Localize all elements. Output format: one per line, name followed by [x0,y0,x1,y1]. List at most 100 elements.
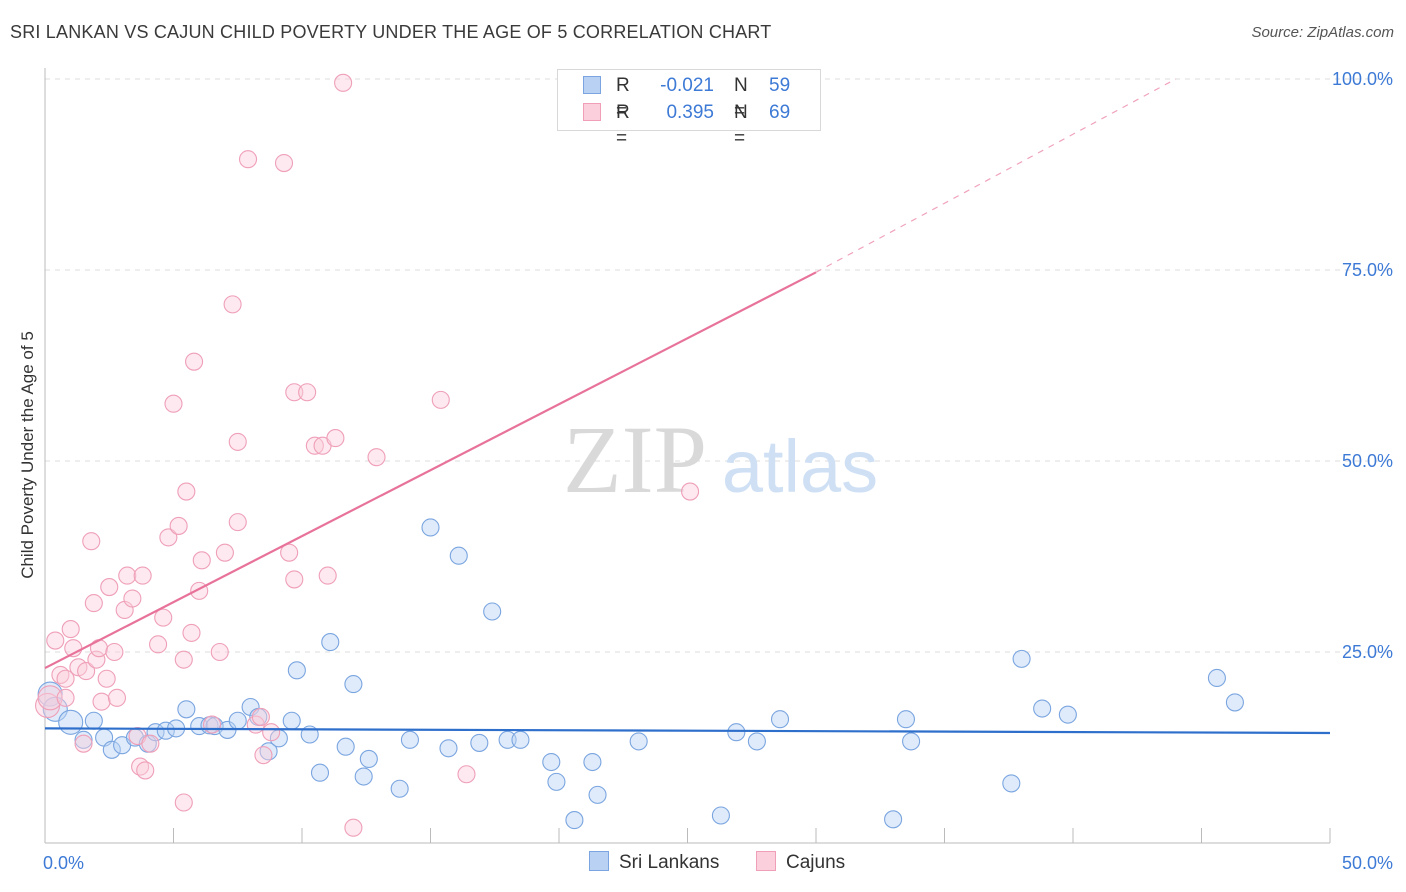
cajuns-point [182,623,201,642]
cajuns-point [215,543,234,562]
sri-lankans-point [102,740,121,759]
sri-lankans-point [565,811,584,830]
cajuns-point [228,432,247,451]
sri-lankans-point [1225,693,1244,712]
sri-lankans-point [884,810,903,829]
sri-lankans-point [547,772,566,791]
cajuns-point [97,669,116,688]
sri-lankans-point [400,730,419,749]
cajuns-point [92,692,111,711]
sri-lankans-point [542,752,561,772]
cajuns-point [87,650,106,669]
cajuns-point [344,818,363,837]
cajuns-point [192,551,211,570]
legend-n-label: N = [734,75,748,122]
sri-lankans-point [498,730,517,749]
cajuns-point [56,688,75,707]
sri-lankans-point [287,661,306,680]
sri-lankans-point [902,732,921,751]
cajuns-point [46,631,65,650]
cajuns-point [56,669,75,688]
cajuns-point [164,394,183,413]
cajuns-point [334,73,353,92]
cajuns-point [84,594,103,613]
x-tick-label: 50.0% [1342,853,1393,873]
sri-lankans-point [421,518,440,537]
cajuns-point [159,528,178,547]
sri-lankans-point [1207,668,1226,688]
cajuns-point [238,150,258,169]
cajuns-point [326,429,345,448]
legend-swatch-sri-lankans [589,851,609,871]
sri-lankans-point [747,732,766,751]
legend-swatch-cajuns [583,103,601,121]
sri-lankans-point [896,710,916,729]
cajuns-point [77,662,96,681]
cajuns-point [100,578,119,597]
sri-lankans-point [84,711,103,730]
cajuns-point [123,589,142,608]
cajuns-point [82,532,101,551]
cajuns-point [262,723,281,742]
cajuns-point [61,620,80,639]
cajuns-point [154,608,173,627]
sri-lankans-point [1033,699,1052,718]
legend-r-value: 0.395 [666,102,714,123]
sri-lankans-point [321,633,340,652]
legend-item-cajuns: Cajuns [756,851,845,874]
sri-lankans-point [629,732,648,751]
cajuns-point [457,765,476,784]
sri-lankans-trend-line [44,727,1331,735]
cajuns-point [118,566,137,585]
cajuns-point [37,685,63,711]
sri-lankans-point [177,700,196,719]
sri-lankans-point [344,675,363,694]
sri-lankans-point [359,749,378,769]
sri-lankans-point [1058,705,1077,724]
cajuns-point [74,734,93,753]
sri-lankans-point [310,763,330,782]
sri-lankans-point [588,785,607,804]
sri-lankans-point [470,733,489,752]
legend-n-value: 69 [769,102,791,123]
cajuns-point [280,543,299,562]
stats-legend: R = -0.021 N = 59 R = 0.395 N = 69 [557,69,821,149]
x-tick-label: 0.0% [43,853,84,873]
y-tick-label: 100.0% [1332,69,1393,89]
sri-lankans-point [74,730,93,749]
cajuns-point [431,390,450,409]
legend-label-cajuns: Cajuns [786,852,846,873]
sri-lankans-point [727,723,746,742]
cajuns-point [169,516,188,535]
cajuns-trend-extension [815,78,1177,273]
watermark-atlas: atlas [722,425,878,508]
sri-lankans-point [354,767,373,786]
chart-title: SRI LANKAN VS CAJUN CHILD POVERTY UNDER … [10,22,772,42]
y-tick-label: 75.0% [1342,260,1393,280]
cajuns-point [149,635,168,654]
watermark-zip: ZIP [563,406,707,513]
sri-lankans-point [58,709,84,735]
sri-lankans-point [1012,649,1031,668]
sri-lankans-point [483,602,502,621]
cajuns-point [141,734,160,753]
legend-n-value: 59 [769,75,791,96]
cajuns-point [177,482,196,501]
cajuns-point [136,761,155,780]
cajuns-point [228,513,247,532]
cajuns-point [185,352,204,371]
cajuns-point [210,642,229,662]
cajuns-point [285,570,304,589]
cajuns-point [285,383,304,402]
cajuns-point [318,566,337,585]
sri-lankans-point [439,739,458,758]
sri-lankans-point [583,752,602,772]
sri-lankans-point [711,806,730,825]
sri-lankans-point [390,779,409,798]
y-tick-label: 25.0% [1342,642,1393,662]
sri-lankans-point [449,546,468,565]
cajuns-point [681,482,700,501]
cajuns-point [107,688,127,707]
source-label: Source: ZipAtlas.com [1251,24,1394,41]
